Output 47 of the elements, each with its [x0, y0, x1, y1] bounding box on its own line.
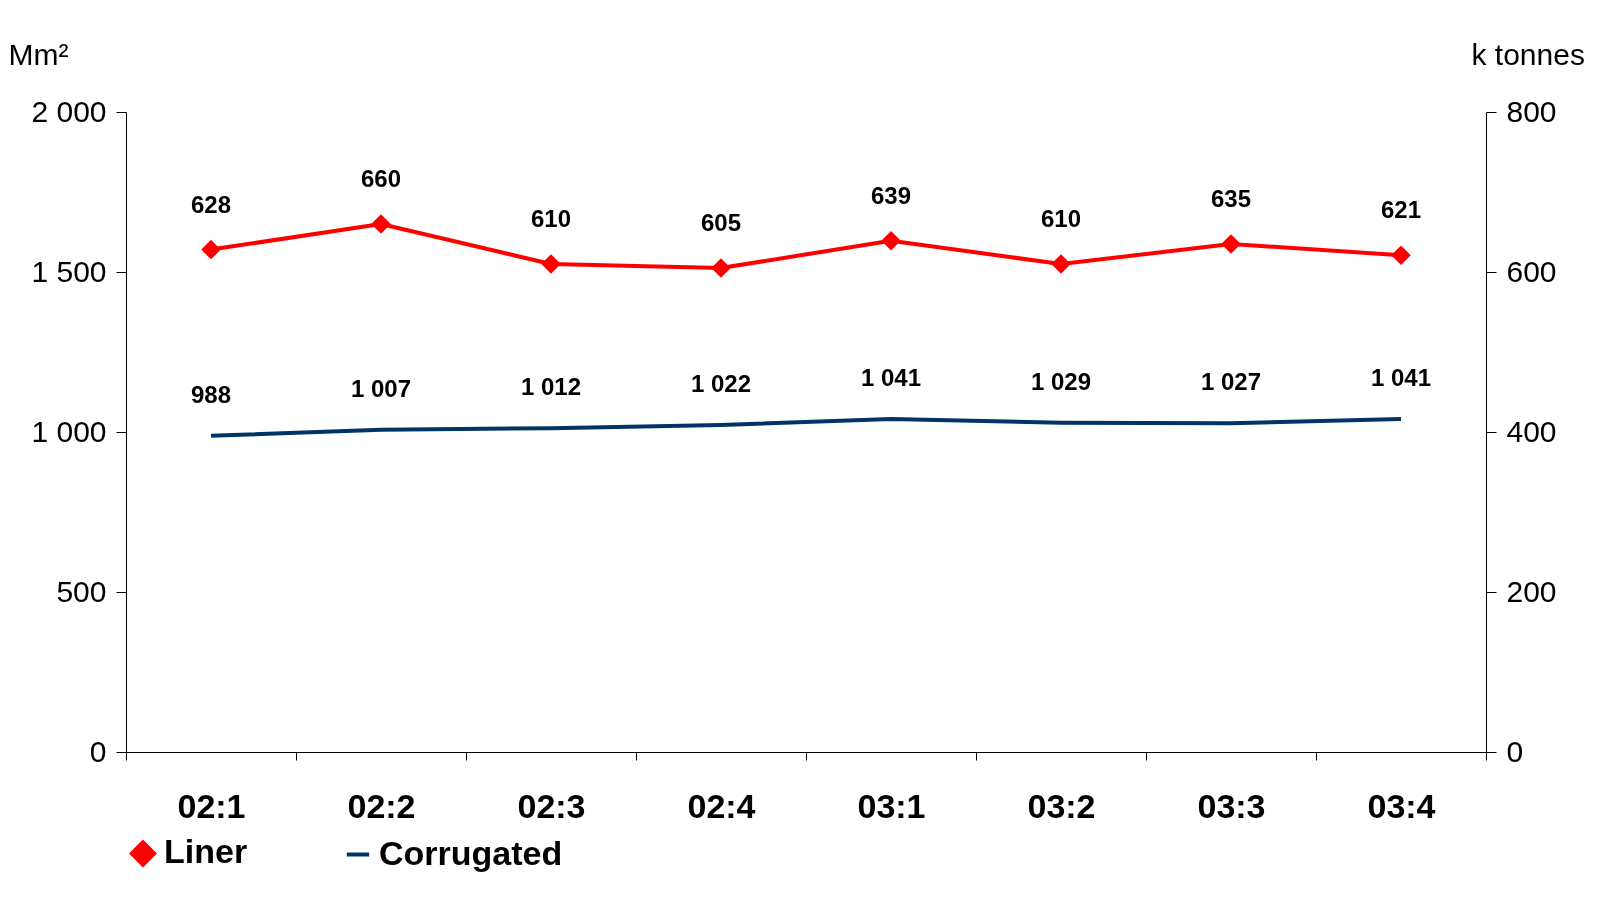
y-tick-label: 1 500	[31, 254, 107, 288]
point	[541, 254, 561, 274]
x-tick-label: 02:3	[517, 786, 586, 825]
y-tick-label: 2 000	[31, 94, 107, 128]
data-label: 1 041	[860, 363, 922, 391]
data-label: 635	[1210, 185, 1252, 212]
y2-tick-label: 800	[1506, 94, 1557, 128]
point	[371, 214, 391, 234]
data-label: 660	[360, 165, 402, 192]
data-label: 628	[190, 190, 232, 218]
data-label: 605	[700, 209, 742, 236]
point	[1221, 234, 1241, 254]
data-label: 610	[530, 205, 572, 232]
data-label: 1 041	[1370, 363, 1432, 391]
data-label: 1 027	[1200, 368, 1262, 396]
point	[1051, 254, 1071, 274]
x-tick-label: 03:2	[1027, 786, 1096, 825]
x-tick-label: 03:4	[1367, 786, 1436, 825]
point	[711, 258, 731, 278]
legend-label: Liner	[164, 832, 248, 871]
point	[201, 239, 221, 260]
y-tick-label: 1 000	[31, 414, 107, 448]
data-label: 639	[870, 181, 912, 209]
y2-tick-label: 0	[1506, 734, 1524, 768]
x-tick-label: 02:4	[687, 786, 756, 825]
y2-axis-title: k tonnes	[1471, 37, 1585, 71]
data-label: 988	[190, 380, 232, 408]
x-tick-label: 02:2	[347, 786, 416, 825]
x-tick-label: 03:3	[1197, 786, 1266, 825]
data-label: 621	[1380, 196, 1422, 224]
y2-tick-label: 200	[1506, 574, 1557, 608]
data-label: 1 012	[520, 373, 582, 401]
y2-tick-label: 600	[1506, 254, 1557, 288]
y-axis-title: Mm²	[8, 37, 69, 71]
data-label: 1 022	[690, 369, 752, 397]
data-label: 1 007	[350, 374, 412, 402]
data-label: 610	[1040, 205, 1082, 232]
y2-tick-label: 400	[1506, 414, 1557, 448]
y-tick-label: 0	[89, 734, 107, 768]
point	[881, 231, 901, 251]
data-label: 1 029	[1030, 367, 1092, 395]
x-tick-label: 02:1	[177, 786, 246, 825]
line-series	[209, 416, 1403, 438]
y-tick-label: 500	[56, 574, 107, 608]
point	[1391, 245, 1411, 265]
legend-label: Corrugated	[379, 833, 563, 872]
x-tick-label: 03:1	[857, 786, 926, 825]
